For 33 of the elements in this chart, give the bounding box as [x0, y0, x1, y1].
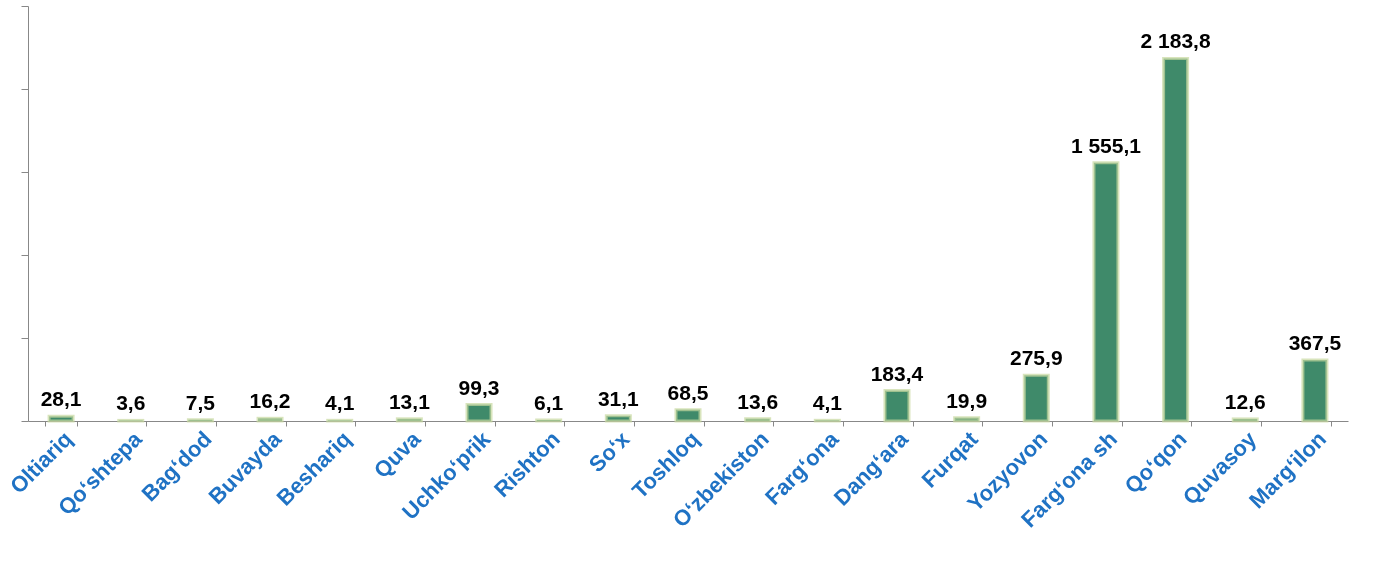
data-label: 99,3	[458, 375, 500, 399]
data-label: 6,1	[534, 390, 564, 414]
data-label: 28,1	[40, 387, 82, 411]
bar	[883, 389, 911, 423]
bar	[465, 403, 493, 423]
data-label: 183,4	[870, 361, 924, 385]
data-label: 4,1	[325, 391, 355, 415]
data-label: 367,5	[1288, 330, 1342, 354]
bar	[674, 408, 702, 423]
data-label: 16,2	[249, 389, 291, 413]
data-label: 7,5	[185, 390, 216, 414]
data-label: 1 555,1	[1070, 133, 1142, 157]
bar	[604, 414, 632, 423]
bar	[395, 417, 423, 423]
bar	[256, 416, 284, 423]
data-label: 4,1	[812, 391, 843, 415]
data-label: 68,5	[667, 380, 709, 404]
data-label: 2 183,8	[1140, 29, 1211, 53]
data-label: 31,1	[597, 386, 640, 410]
bar	[744, 417, 772, 423]
bar	[1301, 358, 1329, 423]
bar	[1092, 161, 1120, 423]
data-label: 13,6	[737, 389, 779, 413]
data-label: 13,1	[388, 389, 431, 413]
data-label: 19,9	[946, 388, 988, 412]
bar	[953, 416, 981, 423]
data-label: 12,6	[1224, 389, 1266, 413]
bar	[1022, 373, 1050, 423]
bar	[1231, 417, 1259, 423]
data-label: 275,9	[1010, 346, 1063, 370]
bar	[1162, 56, 1190, 423]
data-label: 3,6	[116, 391, 146, 415]
bar	[47, 414, 75, 423]
